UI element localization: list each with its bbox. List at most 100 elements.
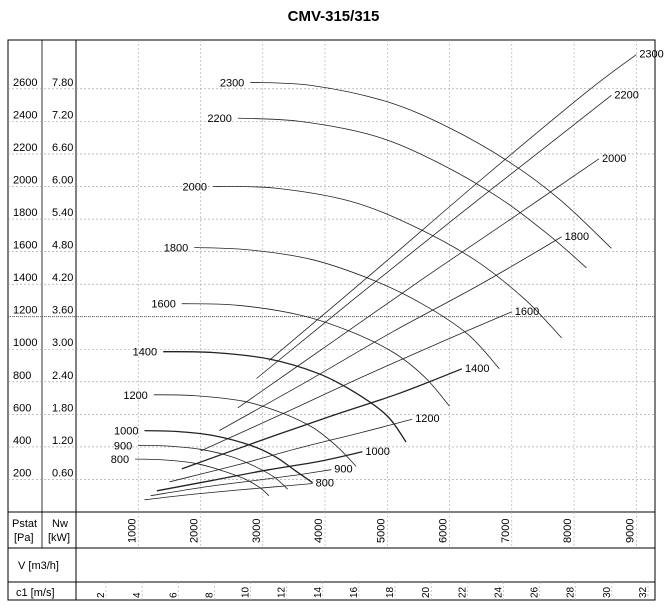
nw-axis-label: Nw (52, 518, 68, 530)
nw-axis-unit: [kW] (48, 532, 70, 544)
power-curve-label-2000: 2000 (602, 153, 626, 165)
pressure-curve-label-1400: 1400 (133, 347, 157, 359)
flow-tick-label: 2000 (189, 519, 201, 543)
velocity-tick-label: 10 (241, 586, 252, 598)
velocity-tick-label: 8 (204, 592, 215, 598)
nw-tick-label: 6.00 (52, 174, 73, 186)
nw-tick-label: 4.20 (52, 272, 73, 284)
power-curve-1200 (169, 418, 413, 483)
power-curve-1800 (219, 236, 562, 431)
pstat-tick-label: 400 (13, 435, 31, 447)
pstat-axis-label: Pstat (12, 518, 37, 530)
pressure-curve-label-1200: 1200 (123, 390, 147, 402)
flow-tick-label: 3000 (251, 519, 263, 543)
velocity-tick-label: 30 (602, 586, 613, 598)
nw-tick-label: 4.80 (52, 240, 73, 252)
power-curve-800 (144, 483, 313, 501)
velocity-tick-label: 2 (96, 592, 107, 598)
flow-tick-label: 5000 (375, 519, 387, 543)
pstat-tick-label: 1800 (13, 207, 37, 219)
pstat-tick-label: 2000 (13, 174, 37, 186)
power-curve-label-2200: 2200 (614, 89, 638, 101)
power-curve-label-1400: 1400 (465, 363, 489, 375)
power-curve-2200 (256, 94, 612, 379)
pressure-curve-1200 (153, 394, 357, 467)
pstat-tick-label: 1400 (13, 272, 37, 284)
power-curve-label-900: 900 (334, 464, 352, 476)
outer-border (7, 39, 656, 601)
nw-tick-label: 5.40 (52, 207, 73, 219)
pressure-curve-label-900: 900 (114, 440, 132, 452)
pressure-curve-1000 (144, 429, 313, 484)
velocity-tick-label: 6 (168, 592, 179, 598)
curve-labels: 2300220020001800160014001200100090080023… (111, 49, 664, 490)
pstat-tick-label: 1600 (13, 240, 37, 252)
nw-tick-label: 0.60 (52, 467, 73, 479)
power-curve-1000 (156, 451, 363, 492)
velocity-tick-label: 32 (638, 586, 649, 598)
nw-tick-label: 1.80 (52, 402, 73, 414)
pressure-curve-label-1800: 1800 (164, 243, 188, 255)
velocity-tick-label: 4 (132, 592, 143, 598)
power-curve-label-1800: 1800 (565, 231, 589, 243)
pstat-tick-label: 2400 (13, 109, 37, 121)
velocity-axis-label: c1 [m/s] (16, 587, 55, 599)
nw-tick-label: 7.20 (52, 109, 73, 121)
velocity-tick-label: 22 (457, 586, 468, 598)
nw-tick-label: 3.00 (52, 337, 73, 349)
pressure-curve-2200 (237, 117, 587, 269)
pressure-curve-1400 (163, 351, 407, 443)
nw-tick-label: 3.60 (52, 305, 73, 317)
pressure-curve-label-2300: 2300 (220, 77, 244, 89)
pressure-curve-800 (135, 458, 270, 497)
chart-frame (7, 39, 656, 601)
nw-tick-label: 1.20 (52, 435, 73, 447)
power-curve-2300 (268, 54, 637, 361)
pressure-curve-1800 (194, 247, 500, 370)
power-curve-2000 (237, 158, 600, 409)
pstat-tick-label: 2200 (13, 142, 37, 154)
flow-tick-label: 7000 (500, 519, 512, 543)
velocity-tick-label: 16 (349, 586, 360, 598)
velocity-tick-label: 24 (493, 586, 504, 598)
pstat-tick-label: 200 (13, 467, 31, 479)
flow-tick-label: 8000 (562, 519, 574, 543)
pstat-tick-label: 1000 (13, 337, 37, 349)
pressure-curve-900 (138, 444, 288, 490)
pressure-curve-label-800: 800 (111, 454, 129, 466)
flow-tick-label: 9000 (624, 519, 636, 543)
pressure-curve-label-1000: 1000 (114, 426, 138, 438)
velocity-tick-label: 28 (566, 586, 577, 598)
velocity-tick-label: 12 (277, 586, 288, 598)
velocity-tick-label: 26 (530, 586, 541, 598)
grid-lines (8, 40, 655, 600)
power-curve-label-1600: 1600 (515, 306, 539, 318)
power-curve-1400 (181, 368, 463, 470)
pressure-curve-label-2200: 2200 (207, 113, 231, 125)
power-curve-1600 (200, 311, 512, 452)
power-curve-label-1200: 1200 (415, 413, 439, 425)
axes: 200 0.60 400 1.20 600 1.80 800 2.40 1000 3.00 1200… (12, 77, 649, 599)
velocity-tick-label: 20 (421, 586, 432, 598)
pstat-tick-label: 600 (13, 402, 31, 414)
velocity-tick-label: 14 (313, 586, 324, 598)
flow-tick-label: 4000 (313, 519, 325, 543)
power-curves (144, 54, 637, 501)
pstat-tick-label: 800 (13, 370, 31, 382)
nw-tick-label: 6.60 (52, 142, 73, 154)
pressure-curve-2300 (250, 81, 612, 249)
power-curve-label-800: 800 (316, 478, 334, 490)
pstat-tick-label: 2600 (13, 77, 37, 89)
nw-tick-label: 7.80 (52, 77, 73, 89)
power-curve-label-1000: 1000 (365, 446, 389, 458)
pstat-axis-unit: [Pa] (14, 532, 34, 544)
pstat-tick-label: 1200 (13, 305, 37, 317)
flow-tick-label: 6000 (438, 519, 450, 543)
pressure-curves (135, 81, 612, 497)
flow-axis-label: V [m3/h] (18, 560, 59, 572)
pressure-curve-label-2000: 2000 (182, 181, 206, 193)
power-curve-label-2300: 2300 (639, 49, 663, 61)
flow-tick-label: 1000 (126, 519, 138, 543)
velocity-tick-label: 18 (385, 586, 396, 598)
